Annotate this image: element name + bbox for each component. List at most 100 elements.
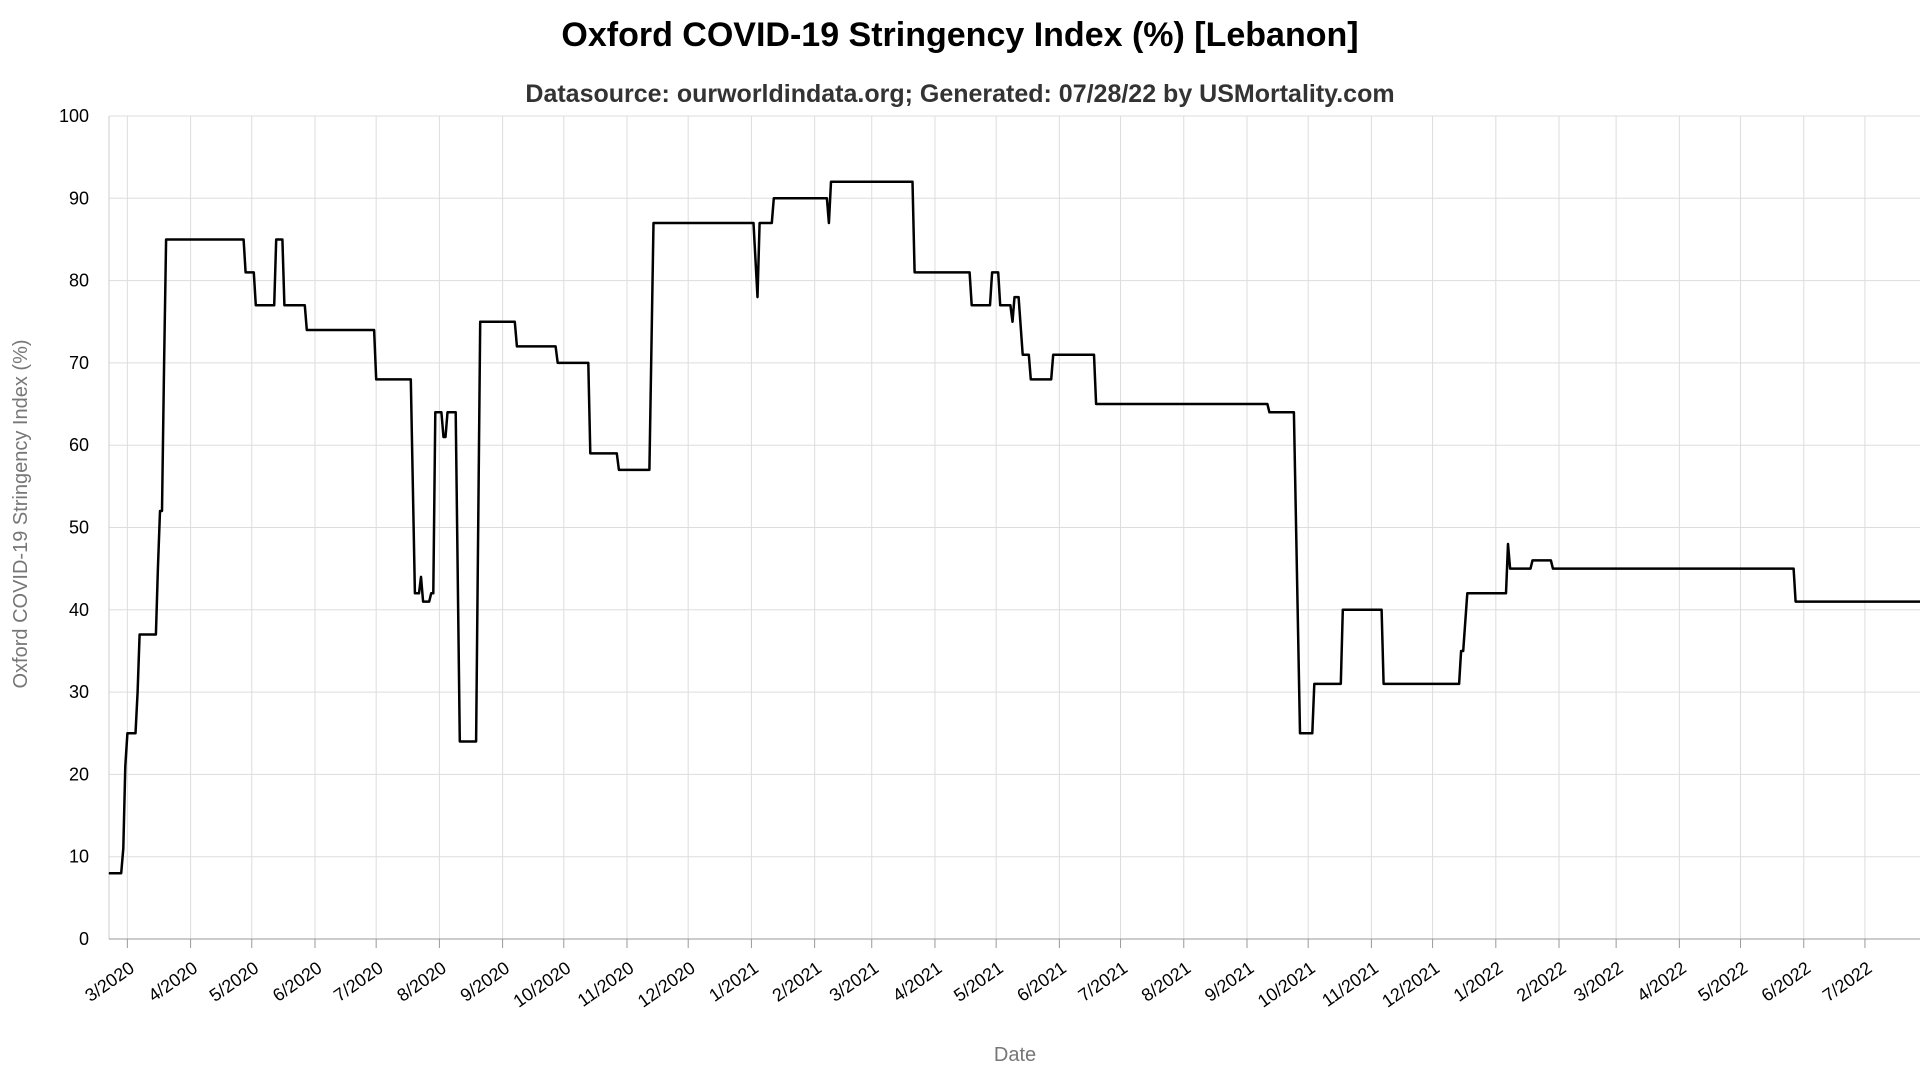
data-point (414, 592, 416, 594)
data-point (557, 362, 559, 364)
chart-subtitle: Datasource: ourworldindata.org; Generate… (525, 80, 1395, 108)
x-tick-label: 11/2020 (574, 958, 638, 1011)
y-tick-label: 50 (69, 518, 89, 538)
data-point (989, 304, 991, 306)
data-point (455, 411, 457, 413)
data-point (434, 411, 436, 413)
data-point (157, 568, 159, 570)
x-tick-label: 4/2022 (1633, 958, 1690, 1006)
data-point (410, 378, 412, 380)
x-tick-label: 2/2021 (769, 958, 826, 1006)
data-point (1052, 354, 1054, 356)
data-point (1012, 321, 1013, 323)
x-tick-label: 5/2020 (206, 958, 263, 1006)
y-tick-label: 20 (69, 764, 89, 784)
data-point (443, 436, 444, 438)
data-point (589, 452, 591, 454)
data-point (243, 239, 245, 240)
data-point (1458, 683, 1460, 685)
x-tick-label: 3/2022 (1570, 958, 1627, 1006)
data-point (1095, 403, 1097, 405)
x-tick-label: 12/2021 (1378, 958, 1443, 1012)
chart-title: Oxford COVID-19 Stringency Index (%) [Le… (561, 16, 1359, 54)
data-point (475, 741, 477, 742)
data-point (1293, 411, 1295, 413)
data-point (430, 592, 432, 594)
data-point (997, 271, 999, 273)
data-point (1552, 568, 1554, 570)
series-layer (108, 180, 1920, 875)
data-point (139, 634, 141, 635)
x-tick-label: 1/2021 (705, 958, 762, 1006)
x-tick-label: 3/2021 (826, 958, 883, 1006)
data-point (1793, 568, 1795, 570)
y-tick-label: 100 (59, 106, 89, 126)
data-point (1299, 732, 1301, 734)
data-point (445, 436, 446, 438)
series-line (109, 180, 1920, 875)
x-tick-label: 5/2022 (1695, 958, 1752, 1006)
data-point (1509, 568, 1511, 570)
data-point (1795, 601, 1797, 603)
data-point (1340, 683, 1342, 685)
data-point (1014, 296, 1015, 298)
x-tick-label: 9/2020 (457, 958, 514, 1006)
x-axis-ticks: 3/2020 4/2020 5/2020 6/2020 7/2020 8/2020 9/20… (81, 939, 1875, 1011)
data-point (1530, 568, 1531, 570)
data-point (1009, 304, 1011, 306)
data-point (273, 304, 275, 306)
data-point (275, 239, 277, 240)
data-point (161, 510, 163, 512)
data-point (122, 848, 124, 849)
data-point (1268, 411, 1270, 413)
x-tick-label: 10/2021 (1254, 958, 1319, 1012)
data-point (1507, 543, 1509, 545)
data-point (555, 345, 557, 347)
data-point (753, 222, 754, 224)
data-point (245, 271, 247, 273)
y-tick-label: 10 (69, 847, 89, 867)
data-point (120, 872, 122, 874)
data-point (653, 222, 654, 224)
data-point (587, 362, 589, 364)
x-tick-label: 12/2020 (634, 958, 699, 1012)
data-point (459, 741, 461, 742)
x-tick-label: 4/2020 (145, 958, 202, 1006)
data-point (1093, 354, 1095, 356)
data-point (420, 576, 422, 578)
data-point (137, 691, 139, 693)
y-tick-label: 90 (69, 188, 89, 208)
data-point (281, 239, 283, 240)
x-tick-label: 8/2020 (393, 958, 450, 1006)
axes (108, 116, 1920, 940)
x-tick-label: 3/2020 (81, 958, 138, 1006)
data-point (828, 222, 830, 224)
data-point (914, 271, 916, 273)
x-tick-label: 4/2021 (889, 958, 946, 1006)
data-point (1505, 592, 1507, 594)
data-point (1028, 354, 1030, 356)
data-point (1313, 683, 1315, 685)
data-point (999, 304, 1001, 306)
data-point (912, 181, 913, 183)
x-tick-label: 5/2021 (950, 958, 1007, 1006)
data-point (616, 452, 618, 454)
data-point (1311, 732, 1313, 734)
data-point (108, 872, 110, 874)
data-point (126, 732, 128, 734)
data-point (135, 732, 136, 734)
data-point (1050, 378, 1052, 380)
data-point (422, 601, 424, 603)
data-point (757, 296, 758, 298)
data-point (618, 469, 620, 471)
data-point (163, 362, 165, 364)
data-point (283, 304, 285, 306)
y-tick-label: 80 (69, 271, 89, 291)
y-tick-label: 70 (69, 353, 89, 373)
data-point (447, 411, 448, 413)
data-point (830, 181, 832, 183)
x-tick-label: 8/2021 (1138, 958, 1195, 1006)
data-point (159, 510, 161, 512)
data-point (165, 239, 167, 240)
data-point (1018, 296, 1020, 298)
